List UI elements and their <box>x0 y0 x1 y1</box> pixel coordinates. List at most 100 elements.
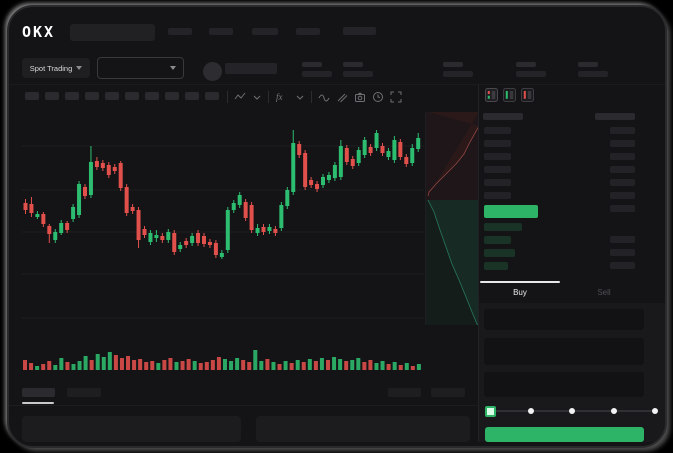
interval-pill[interactable] <box>185 92 199 100</box>
orderbook-amount-row[interactable] <box>610 166 635 173</box>
chevron-down-icon[interactable] <box>295 92 305 102</box>
orderbook-bid-row[interactable] <box>484 236 511 244</box>
volume-bar <box>241 360 246 370</box>
candle <box>88 162 93 195</box>
candle <box>416 138 421 149</box>
orderbook-bid-row[interactable] <box>484 262 508 270</box>
orderbook-amount-row[interactable] <box>610 205 635 212</box>
bottom-input-right[interactable] <box>256 416 470 442</box>
candle <box>118 163 123 188</box>
bottom-action-pill[interactable] <box>431 388 465 397</box>
volume-bar <box>41 364 46 370</box>
interval-pill[interactable] <box>65 92 79 100</box>
orderbook-ask-row[interactable] <box>484 127 511 134</box>
volume-bar <box>307 359 312 370</box>
orderbook-view-bids-icon[interactable] <box>503 88 516 102</box>
search-input[interactable] <box>70 24 155 41</box>
orderbook-ask-row[interactable] <box>484 140 511 147</box>
depth-asks-line <box>427 125 480 197</box>
volume-bar <box>107 352 112 370</box>
camera-icon[interactable] <box>354 91 366 103</box>
pair-selector[interactable] <box>97 57 184 79</box>
nav-item[interactable] <box>168 28 192 35</box>
fullscreen-icon[interactable] <box>390 91 402 103</box>
orderbook-amount-row[interactable] <box>610 262 635 269</box>
interval-pill[interactable] <box>205 92 219 100</box>
candle <box>207 242 212 245</box>
orderbook-amount-row[interactable] <box>610 127 635 134</box>
candle <box>374 133 379 148</box>
slider-stop-50[interactable] <box>569 408 575 414</box>
volume-bar <box>77 361 82 370</box>
orderbook-amount-row[interactable] <box>610 179 635 186</box>
submit-buy-button[interactable] <box>485 427 644 442</box>
slider-stop-75[interactable] <box>610 408 617 414</box>
order-total-field[interactable] <box>484 372 644 397</box>
tab-buy[interactable]: Buy <box>513 288 527 297</box>
nav-item[interactable] <box>296 28 320 35</box>
interval-pill[interactable] <box>165 92 179 100</box>
order-amount-field[interactable] <box>484 338 644 365</box>
interval-pill[interactable] <box>125 92 139 100</box>
candle <box>100 163 105 168</box>
slider-stop-25[interactable] <box>527 408 534 414</box>
orderbook-col-header-price <box>483 113 523 120</box>
header-divider <box>9 84 665 85</box>
orderbook-ask-row[interactable] <box>484 179 511 186</box>
orderbook-view-asks-icon[interactable] <box>521 88 534 102</box>
okx-logo[interactable]: OKX <box>22 23 56 41</box>
interval-pill[interactable] <box>25 92 39 100</box>
bottom-tab-active[interactable] <box>22 388 55 397</box>
slider-stop-100[interactable] <box>652 408 658 414</box>
chevron-down-icon[interactable] <box>252 92 262 102</box>
volume-bar <box>156 363 161 370</box>
orderbook-amount-row[interactable] <box>610 153 635 160</box>
volume-bar <box>53 365 58 370</box>
orderbook-bid-row[interactable] <box>484 249 515 257</box>
bottom-tab[interactable] <box>67 388 101 397</box>
indicators-icon[interactable]: fx <box>275 91 289 103</box>
candle <box>338 146 343 177</box>
line-tool-icon[interactable] <box>318 91 330 103</box>
orderbook-ask-row[interactable] <box>484 192 511 199</box>
nav-item[interactable] <box>343 27 376 35</box>
ticker-stat-label <box>443 62 463 67</box>
interval-pill[interactable] <box>105 92 119 100</box>
orderbook-ask-row[interactable] <box>484 166 511 173</box>
orderbook-amount-row[interactable] <box>610 192 635 199</box>
orderbook-amount-row[interactable] <box>610 249 635 256</box>
interval-pill[interactable] <box>85 92 99 100</box>
orderbook-amount-row[interactable] <box>610 140 635 147</box>
volume-bar <box>338 359 343 370</box>
candle <box>237 195 242 205</box>
orderbook-view-both-icon[interactable] <box>485 88 498 102</box>
last-price-pill[interactable] <box>484 205 538 218</box>
orderbook-ask-row[interactable] <box>484 153 511 160</box>
tab-sell[interactable]: Sell <box>597 288 611 297</box>
chart-type-icon[interactable] <box>234 91 246 103</box>
nav-item[interactable] <box>252 28 278 35</box>
pair-logo-avatar[interactable] <box>203 62 222 81</box>
ticker-stat-value <box>516 71 546 77</box>
volume-bar <box>271 362 276 370</box>
orderbook-bid-row[interactable] <box>484 223 522 231</box>
app-window: OKX Spot Trading fx <box>7 5 667 448</box>
volume-bar <box>101 357 106 370</box>
bottom-input-left[interactable] <box>22 416 241 442</box>
amount-slider-handle[interactable] <box>485 406 496 417</box>
volume-bar <box>35 366 40 370</box>
measure-icon[interactable] <box>336 91 348 103</box>
orderbook-amount-row[interactable] <box>610 236 635 243</box>
candle <box>172 233 177 252</box>
ticker-stat-label <box>516 62 536 67</box>
candle <box>136 210 141 240</box>
order-price-field[interactable] <box>484 309 644 330</box>
interval-pill[interactable] <box>45 92 59 100</box>
bottom-action-pill[interactable] <box>388 388 421 397</box>
market-type-selector[interactable]: Spot Trading <box>22 58 90 78</box>
clock-icon[interactable] <box>372 91 384 103</box>
nav-item[interactable] <box>209 28 233 35</box>
volume-bar <box>392 362 397 370</box>
interval-pill[interactable] <box>145 92 159 100</box>
candle <box>398 142 403 157</box>
